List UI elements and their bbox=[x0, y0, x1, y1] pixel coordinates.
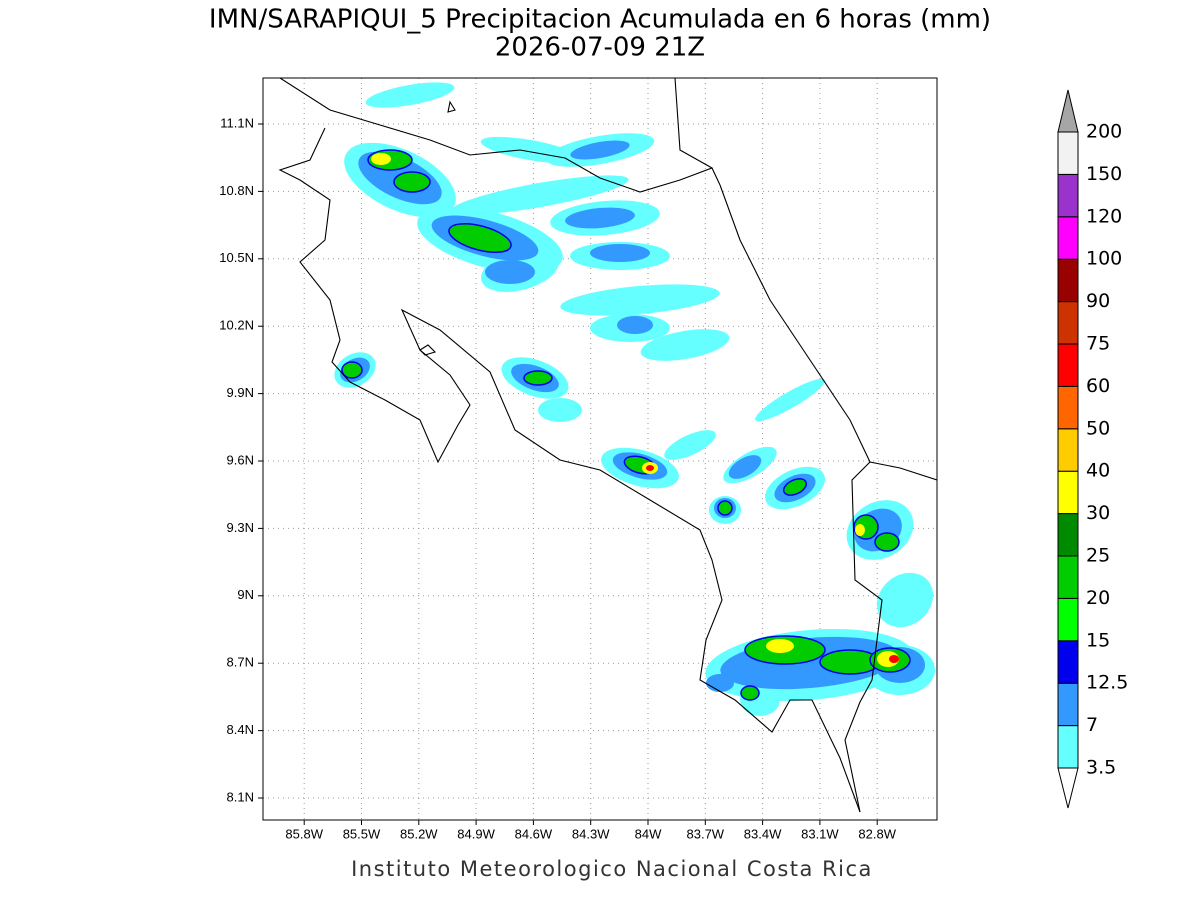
panama-border bbox=[844, 461, 883, 813]
y-tick-label: 9.3N bbox=[227, 520, 254, 535]
x-tick-label: 85.2W bbox=[400, 826, 438, 841]
colorbar-bin bbox=[1057, 513, 1079, 557]
colorbar-under-arrow bbox=[1057, 767, 1079, 809]
colorbar-bin bbox=[1057, 640, 1079, 684]
y-tick-label: 9N bbox=[237, 587, 254, 602]
lake bbox=[447, 100, 456, 113]
footer: Instituto Meteorologico Nacional Costa R… bbox=[351, 857, 873, 881]
x-tick-label: 83.4W bbox=[744, 826, 782, 841]
colorbar-label: 75 bbox=[1086, 333, 1110, 355]
x-tick-label: 85.8W bbox=[285, 826, 323, 841]
colorbar-over-arrow bbox=[1057, 89, 1079, 133]
y-tick-label: 9.6N bbox=[227, 452, 254, 467]
colorbar-bin bbox=[1057, 428, 1079, 472]
y-tick-label: 9.9N bbox=[227, 385, 254, 400]
map-frame bbox=[262, 77, 938, 821]
island bbox=[419, 344, 437, 356]
x-tick-label: 84.3W bbox=[572, 826, 610, 841]
colorbar-bin bbox=[1057, 555, 1079, 599]
colorbar-label: 25 bbox=[1086, 545, 1110, 567]
x-tick-label: 84.9W bbox=[457, 826, 495, 841]
colorbar-bin bbox=[1057, 173, 1079, 218]
x-tick-label: 82.8W bbox=[858, 826, 896, 841]
x-tick-label: 83.1W bbox=[801, 826, 839, 841]
colorbar-bin bbox=[1057, 385, 1079, 430]
colorbar-bin bbox=[1057, 131, 1079, 175]
colorbar-bin bbox=[1057, 597, 1079, 642]
colorbar-label: 12.5 bbox=[1086, 672, 1128, 694]
colorbar-label: 7 bbox=[1086, 714, 1098, 736]
colorbar: 3.5 7 12.5 15 20 25 30 40 50 60 75 90 100 120 150 200 bbox=[1057, 89, 1128, 809]
x-tick-label: 83.7W bbox=[687, 826, 725, 841]
y-tick-label: 8.7N bbox=[227, 655, 254, 670]
coastlines bbox=[278, 78, 937, 813]
colorbar-label: 200 bbox=[1086, 121, 1122, 143]
precipitation bbox=[334, 82, 935, 716]
colorbar-label: 20 bbox=[1086, 587, 1110, 609]
colorbar-label: 150 bbox=[1086, 163, 1122, 185]
precip-intense bbox=[371, 153, 899, 667]
colorbar-label: 100 bbox=[1086, 248, 1122, 270]
colorbar-label: 3.5 bbox=[1086, 757, 1116, 779]
pacific-coast bbox=[278, 127, 861, 813]
y-tick-label: 11.1N bbox=[220, 115, 254, 130]
colorbar-bin bbox=[1057, 470, 1079, 515]
colorbar-label: 120 bbox=[1086, 205, 1122, 227]
colorbar-bin bbox=[1057, 216, 1079, 260]
x-tick-label: 85.5W bbox=[343, 826, 381, 841]
colorbar-bin bbox=[1057, 258, 1079, 303]
precip-extreme bbox=[646, 465, 899, 663]
x-tick-label: 84.6W bbox=[515, 826, 553, 841]
northern-border bbox=[279, 78, 721, 193]
y-tick-label: 8.1N bbox=[227, 789, 254, 804]
y-tick-label: 8.4N bbox=[227, 722, 254, 737]
colorbar-label: 15 bbox=[1086, 629, 1110, 651]
subtitle: 2026-07-09 21Z bbox=[495, 33, 705, 63]
grid bbox=[263, 78, 937, 820]
colorbar-bin bbox=[1057, 725, 1079, 769]
title: IMN/SARAPIQUI_5 Precipitacion Acumulada … bbox=[209, 5, 991, 35]
colorbar-label: 40 bbox=[1086, 460, 1110, 482]
colorbar-bin bbox=[1057, 301, 1079, 345]
x-tick-label: 84W bbox=[635, 826, 662, 841]
colorbar-label: 50 bbox=[1086, 417, 1110, 439]
caribbean-coast bbox=[674, 78, 937, 481]
colorbar-label: 60 bbox=[1086, 375, 1110, 397]
colorbar-label: 90 bbox=[1086, 290, 1110, 312]
axes: 85.8W 85.5W 85.2W 84.9W 84.6W 84.3W 84W 83.7W 83… bbox=[219, 115, 896, 841]
y-tick-label: 10.5N bbox=[219, 250, 254, 265]
y-tick-label: 10.8N bbox=[219, 183, 254, 198]
colorbar-bin bbox=[1057, 343, 1079, 387]
y-tick-label: 10.2N bbox=[219, 318, 254, 333]
colorbar-label: 30 bbox=[1086, 502, 1110, 524]
colorbar-bin bbox=[1057, 682, 1079, 727]
